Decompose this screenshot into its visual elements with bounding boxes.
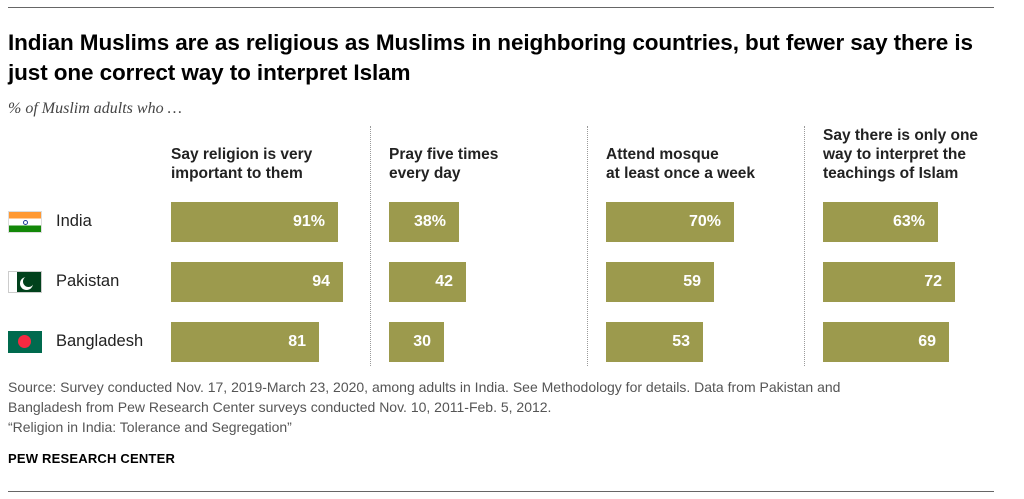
country-label: Bangladesh — [56, 332, 144, 350]
bar — [171, 322, 319, 362]
bar — [389, 322, 444, 362]
bar — [606, 262, 714, 302]
column-divider — [804, 126, 805, 366]
column-header: Attend mosque at least once a week — [606, 145, 755, 183]
column-header: Say religion is very important to them — [171, 145, 312, 183]
column-header-line: at least once a week — [606, 165, 756, 182]
flag-india-icon — [8, 211, 42, 233]
bar-value-label: 38% — [413, 213, 446, 230]
brand-logo-text: PEW RESEARCH CENTER — [8, 451, 176, 466]
bar-value-label: 91% — [292, 213, 325, 230]
bottom-rule — [8, 491, 994, 492]
bar-value-label: 53 — [672, 333, 690, 350]
column-header: Say there is only one way to interpret th… — [823, 126, 978, 183]
bar-value-label: 42 — [435, 273, 453, 290]
source-note: Source: Survey conducted Nov. 17, 2019-M… — [8, 377, 1008, 437]
bar — [823, 202, 938, 242]
bar-value-label: 94 — [312, 273, 330, 290]
column-header-line: every day — [389, 165, 461, 182]
bar-value-label: 81 — [288, 333, 306, 350]
bar-value-label: 63% — [892, 213, 925, 230]
flag-bangladesh-icon — [8, 331, 42, 353]
column-divider — [587, 126, 588, 366]
column-header-line: teachings of Islam — [823, 165, 959, 182]
column-divider — [370, 126, 371, 366]
bar-value-label: 30 — [413, 333, 431, 350]
bar — [171, 202, 338, 242]
chart-title: Indian Muslims are as religious as Musli… — [8, 30, 973, 85]
bar — [823, 322, 949, 362]
top-rule — [8, 7, 994, 8]
source-line-1: Source: Survey conducted Nov. 17, 2019-M… — [8, 379, 841, 395]
chakra-icon — [23, 220, 28, 225]
bar-value-label: 69 — [918, 333, 936, 350]
bar — [606, 322, 703, 362]
bar-value-label: 72 — [924, 273, 942, 290]
column-header: Pray five times every day — [389, 145, 498, 183]
column-header-line: Pray five times — [389, 146, 499, 163]
bar-value-label: 70% — [688, 213, 721, 230]
column-header-line: way to interpret the — [823, 146, 966, 163]
source-line-3: “Religion in India: Tolerance and Segreg… — [8, 419, 292, 435]
column-header-line: Attend mosque — [606, 146, 719, 163]
source-line-2: Bangladesh from Pew Research Center surv… — [8, 399, 552, 415]
flag-pakistan-icon — [8, 271, 42, 293]
country-label: Pakistan — [56, 272, 120, 290]
column-header-line: important to them — [171, 165, 303, 182]
red-disc-icon — [18, 335, 31, 348]
crescent-icon — [23, 276, 34, 287]
country-label: India — [56, 212, 92, 230]
column-header-line: Say there is only one — [823, 127, 979, 144]
bar-value-label: 59 — [683, 273, 701, 290]
chart-subtitle: % of Muslim adults who … — [8, 100, 182, 117]
column-header-line: Say religion is very — [171, 146, 313, 163]
bar — [389, 262, 466, 302]
bar — [823, 262, 955, 302]
bar — [389, 202, 459, 242]
bar — [171, 262, 343, 302]
bar — [606, 202, 734, 242]
